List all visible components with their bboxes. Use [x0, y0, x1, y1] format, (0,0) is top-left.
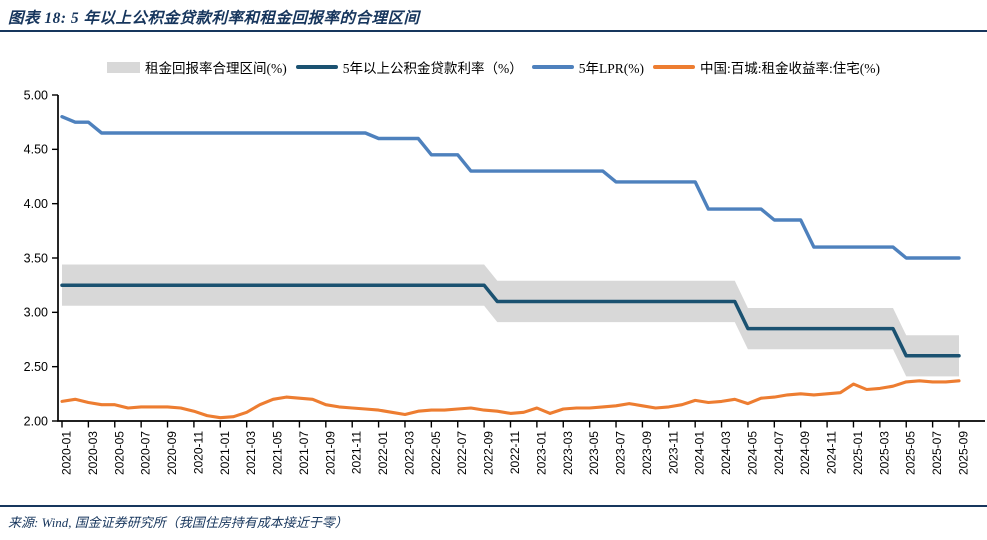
x-tick-label: 2025-01	[851, 431, 865, 475]
band-swatch-icon	[107, 61, 140, 73]
band-series	[62, 264, 959, 377]
x-tick-label: 2023-05	[587, 431, 601, 475]
x-tick-label: 2023-07	[614, 431, 628, 475]
x-tick-label: 2025-05	[904, 431, 918, 475]
x-tick-label: 2020-03	[86, 431, 100, 475]
title-divider	[0, 30, 987, 32]
legend-label: 中国:百城:租金收益率:住宅(%)	[700, 61, 880, 76]
x-tick-label: 2020-07	[139, 431, 153, 475]
legend-item-band: 租金回报率合理区间(%)	[107, 57, 287, 77]
x-tick-label: 2024-03	[719, 431, 733, 475]
y-tick-label: 4.00	[24, 197, 48, 211]
legend-item-provident: 5年以上公积金贷款利率（%）	[295, 57, 523, 77]
figure-title: 图表 18: 5 年以上公积金贷款利率和租金回报率的合理区间	[8, 10, 420, 27]
x-tick-label: 2021-05	[271, 431, 285, 475]
x-tick-label: 2022-05	[429, 431, 443, 475]
rental_yield-line	[60, 379, 961, 420]
provident-line	[60, 283, 961, 358]
y-tick-label: 3.00	[24, 306, 48, 320]
axis-lines	[57, 95, 985, 422]
legend-label: 租金回报率合理区间(%)	[145, 61, 287, 76]
x-tick-label: 2025-09	[957, 431, 971, 475]
x-tick-label: 2024-01	[693, 431, 707, 475]
x-tick-label: 2025-03	[877, 431, 891, 475]
x-tick-label: 2023-03	[561, 431, 575, 475]
x-tick-label: 2020-11	[191, 431, 205, 474]
y-tick-label: 5.00	[24, 88, 48, 102]
x-tick-label: 2021-09	[323, 431, 337, 475]
x-tick-label: 2023-01	[534, 431, 548, 475]
chart-legend: 租金回报率合理区间(%) 5年以上公积金贷款利率（%） 5年LPR(%) 中国:…	[0, 56, 987, 78]
x-tick-label: 2021-03	[244, 431, 258, 475]
x-tick-label: 2022-11	[508, 431, 522, 474]
lpr-line-swatch-icon	[531, 65, 574, 69]
x-tick-label: 2023-09	[640, 431, 654, 475]
x-tick-label: 2022-01	[376, 431, 390, 475]
x-tick-label: 2024-05	[745, 431, 759, 475]
x-tick-label: 2023-11	[666, 431, 680, 474]
source-note: 来源: Wind, 国金证券研究所（我国住房持有成本接近于零）	[8, 515, 348, 530]
legend-label: 5年LPR(%)	[578, 61, 644, 76]
footer-divider	[0, 505, 987, 507]
y-tick-label: 2.50	[24, 360, 48, 374]
y-tick-label: 2.00	[24, 414, 48, 428]
x-tick-label: 2020-01	[60, 431, 74, 475]
x-tick-label: 2025-07	[930, 431, 944, 475]
legend-item-lpr: 5年LPR(%)	[531, 57, 644, 77]
x-tick-label: 2020-09	[165, 431, 179, 475]
x-tick-label: 2024-11	[825, 431, 839, 474]
legend-item-rental: 中国:百城:租金收益率:住宅(%)	[653, 57, 880, 77]
x-tick-label: 2022-09	[482, 431, 496, 475]
x-tick-label: 2021-01	[218, 431, 232, 475]
x-tick-label: 2021-07	[297, 431, 311, 475]
x-tick-label: 2021-11	[350, 431, 364, 474]
x-tick-label: 2024-09	[798, 431, 812, 475]
provident-line-swatch-icon	[295, 65, 338, 69]
x-tick-label: 2024-07	[772, 431, 786, 475]
rental-line-swatch-icon	[653, 65, 695, 69]
x-tick-label: 2022-07	[455, 431, 469, 475]
lpr5y-line	[60, 114, 961, 260]
legend-label: 5年以上公积金贷款利率（%）	[342, 61, 523, 76]
x-tick-label: 2022-03	[402, 431, 416, 475]
y-tick-label: 3.50	[24, 251, 48, 265]
y-tick-label: 4.50	[24, 143, 48, 157]
x-tick-label: 2020-05	[112, 431, 126, 475]
